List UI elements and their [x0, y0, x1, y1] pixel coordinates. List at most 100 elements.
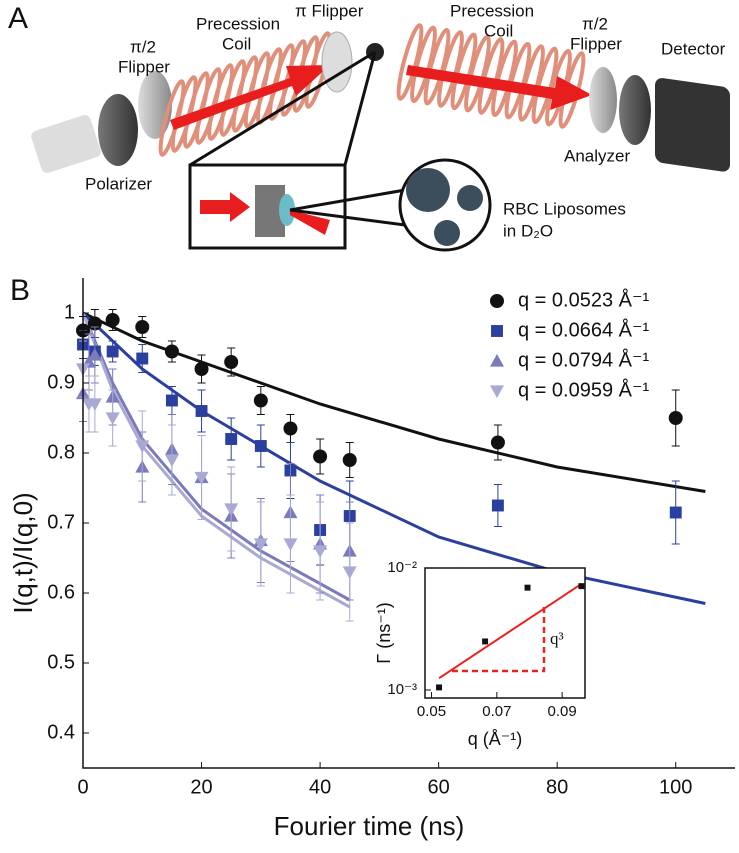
marker: [225, 433, 238, 445]
marker: [253, 393, 268, 408]
label: Polarizer: [85, 174, 152, 193]
y-axis-label: I(q,t)/I(q,0): [8, 492, 38, 613]
marker: [135, 440, 150, 453]
marker: [224, 355, 239, 369]
inset-chart: 0.05 0.07 0.09 10⁻³ 10⁻² q (Å⁻¹) Γ (ns⁻¹) q³: [374, 559, 586, 749]
marker: [524, 584, 531, 591]
label: Precession: [196, 14, 280, 33]
axis-frame: [424, 567, 586, 699]
marker: [136, 352, 149, 365]
x-tick-label: 40: [309, 776, 331, 798]
x-tick-label: 20: [190, 776, 212, 798]
marker: [490, 435, 505, 450]
flipper-disk: [589, 67, 617, 133]
flipper-disk: [138, 71, 172, 139]
marker: [342, 453, 357, 467]
x-tick-label: 0: [77, 776, 88, 798]
label: π Flipper: [295, 1, 364, 20]
beam-arrow: [200, 192, 250, 222]
fit-line: [81, 312, 351, 602]
polarizer-disk: [98, 94, 138, 166]
marker: [254, 440, 267, 452]
fit-line: [82, 311, 706, 493]
x-axis-label: Fourier time (ns): [274, 811, 465, 841]
y-tick-label: 0.4: [47, 721, 75, 743]
label: Coil: [222, 34, 251, 53]
marker: [194, 471, 209, 485]
legend-label: q = 0.0664 Å⁻¹: [518, 318, 650, 341]
x-tick-label: 100: [659, 776, 692, 798]
label: Flipper: [570, 34, 622, 53]
label: π/2: [130, 37, 156, 56]
beam-arrow: [170, 65, 330, 130]
marker: [195, 405, 208, 417]
schematic: A π/2 Flipper Precession Coil π Flipper …: [8, 1, 730, 252]
zoom-line: [343, 51, 377, 166]
liposome: [406, 168, 450, 212]
fit-line: [438, 583, 582, 680]
y-tick-label: 0.9: [47, 371, 75, 393]
label: Detector: [661, 39, 726, 58]
fit-line: [81, 312, 351, 609]
label: Flipper: [118, 57, 170, 76]
marker: [669, 506, 682, 519]
x-tick-label: 0.05: [417, 703, 446, 720]
main-chart: q = 0.0523 Å⁻¹ q = 0.0664 Å⁻¹ q = 0.0794 Å…: [8, 274, 735, 841]
marker: [224, 503, 239, 516]
label: Precession: [450, 1, 534, 20]
marker: [106, 345, 119, 358]
marker: [135, 320, 150, 334]
legend-marker: [490, 354, 504, 367]
y-tick-label: 10⁻³: [387, 681, 417, 698]
y-tick-label: 0.7: [47, 511, 75, 533]
panel-label: B: [10, 274, 30, 307]
y-tick-label: 1: [64, 301, 75, 323]
x-tick-label: 0.07: [482, 703, 511, 720]
marker: [253, 538, 268, 551]
charts: q = 0.0523 Å⁻¹ q = 0.0664 Å⁻¹ q = 0.0794 Å…: [8, 274, 735, 841]
marker: [313, 545, 328, 558]
detector: [655, 78, 730, 172]
marker: [87, 348, 102, 361]
label: RBC Liposomes: [503, 199, 626, 218]
inset-background: [425, 568, 585, 698]
liposome: [457, 185, 483, 211]
x-tick-label: 80: [546, 776, 568, 798]
annotation: q³: [550, 629, 564, 648]
y-tick-label: 0.6: [47, 581, 75, 603]
marker: [105, 313, 120, 327]
marker: [164, 344, 179, 359]
pi-flipper-disk: [321, 31, 353, 93]
y-tick-label: 10⁻²: [387, 559, 417, 576]
y-tick-label: 0.8: [47, 441, 75, 463]
marker: [482, 638, 489, 645]
zoom-line: [289, 188, 406, 212]
polarizer-tube: [31, 115, 101, 173]
slope-guide: [452, 607, 546, 673]
cell-window: [279, 194, 295, 226]
marker: [165, 394, 178, 407]
zoom-line: [289, 208, 406, 227]
marker: [668, 411, 683, 425]
marker: [105, 412, 120, 425]
legend-marker: [490, 294, 504, 308]
legend-label: q = 0.0523 Å⁻¹: [518, 288, 650, 311]
marker: [578, 583, 585, 590]
zoom-line: [189, 50, 376, 167]
label: Analyzer: [564, 146, 630, 165]
label: Coil: [484, 21, 513, 40]
y-tick-label: 0.5: [47, 651, 75, 673]
legend-marker: [491, 325, 503, 337]
marker: [87, 398, 102, 411]
legend-label: q = 0.0959 Å⁻¹: [518, 378, 650, 401]
beam-arrow: [290, 210, 330, 235]
marker: [313, 449, 328, 464]
x-tick-label: 60: [428, 776, 450, 798]
y-axis-label: Γ (ns⁻¹): [374, 602, 394, 663]
marker: [436, 684, 443, 691]
liposome: [434, 220, 460, 246]
marker: [283, 421, 298, 436]
marker: [164, 454, 179, 467]
marker: [283, 538, 298, 551]
